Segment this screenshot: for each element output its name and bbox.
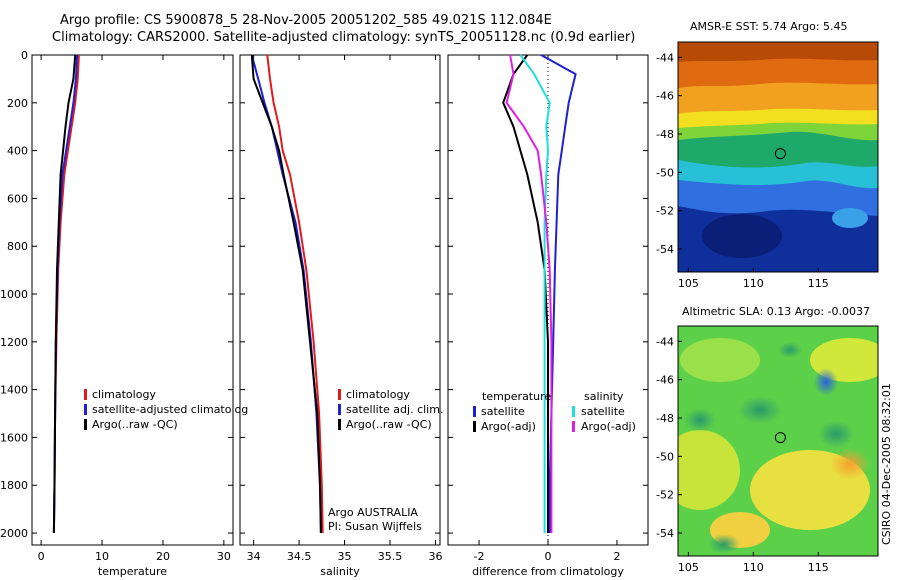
temperature-axes-frame bbox=[31, 54, 234, 546]
depth-tick-label: 1600 bbox=[0, 431, 28, 444]
difference-xtick-label: 0 bbox=[545, 550, 552, 563]
temperature-legend-label: satellite-adjusted climatolog bbox=[92, 403, 248, 416]
sst-map bbox=[678, 42, 878, 272]
sla_map-ytick-label: -48 bbox=[656, 412, 674, 425]
sla_map-ytick-label: -52 bbox=[656, 489, 674, 502]
salinity-legend-swatch bbox=[338, 389, 341, 400]
temperature-legend-label: climatology bbox=[92, 388, 156, 401]
depth-tick-label: 200 bbox=[7, 97, 28, 110]
temperature-xtick-label: 20 bbox=[156, 550, 170, 563]
temperature-xtick-label: 10 bbox=[95, 550, 109, 563]
depth-tick-label: 1200 bbox=[0, 336, 28, 349]
temperature-legend-swatch bbox=[84, 404, 87, 415]
salinity-xtick-label: 36 bbox=[428, 550, 442, 563]
salinity-legend-label: climatology bbox=[346, 388, 410, 401]
difference-xtick-label: 2 bbox=[613, 550, 620, 563]
sla_map-ytick-label: -50 bbox=[656, 450, 674, 463]
temperature-xtick-label: 0 bbox=[38, 550, 45, 563]
difference-series-sal_argo bbox=[505, 54, 553, 533]
salinity-annotation: PI: Susan Wijffels bbox=[328, 520, 422, 533]
diff-legend-swatch bbox=[473, 421, 476, 432]
sst_map-frame bbox=[677, 41, 879, 273]
salinity-xtick-label: 35.5 bbox=[378, 550, 403, 563]
salinity-xlabel: salinity bbox=[320, 565, 360, 578]
depth-tick-label: 1000 bbox=[0, 288, 28, 301]
temperature-legend-swatch bbox=[84, 419, 87, 430]
depth-tick-label: 600 bbox=[7, 192, 28, 205]
sla_map-xtick-label: 105 bbox=[678, 561, 699, 574]
diff-legend-temperature-title: temperature bbox=[482, 390, 551, 403]
depth-tick-label: 1800 bbox=[0, 479, 28, 492]
salinity-xtick-label: 34.5 bbox=[287, 550, 312, 563]
sla_map-ytick-label: -44 bbox=[656, 335, 674, 348]
temperature-xtick-label: 30 bbox=[217, 550, 231, 563]
sla_map-argo-location-marker bbox=[774, 432, 786, 444]
difference-xlabel: difference from climatology bbox=[472, 565, 624, 578]
sst_map-ytick-label: -54 bbox=[656, 243, 674, 256]
sla_map-frame bbox=[677, 325, 879, 557]
salinity-annotation: Argo AUSTRALIA bbox=[328, 506, 418, 519]
salinity-series-satellite bbox=[250, 54, 322, 534]
diff-legend-salinity-title: salinity bbox=[584, 390, 624, 403]
sst-map-title: AMSR-E SST: 5.74 Argo: 5.45 bbox=[690, 20, 848, 33]
sla_map-ytick-label: -54 bbox=[656, 527, 674, 540]
salinity-legend-label: satellite adj. clim. bbox=[346, 403, 443, 416]
salinity-axes-frame bbox=[239, 54, 441, 546]
temperature-legend-swatch bbox=[84, 389, 87, 400]
diff-legend-label: Argo(-adj) bbox=[581, 420, 636, 433]
sst_map-ytick-label: -44 bbox=[656, 51, 674, 64]
depth-tick-label: 1400 bbox=[0, 384, 28, 397]
difference-xtick-label: -2 bbox=[474, 550, 485, 563]
sst_map-xtick-label: 110 bbox=[743, 277, 764, 290]
difference-series-temp_argo bbox=[502, 54, 549, 533]
sla_map-ytick-label: -46 bbox=[656, 374, 674, 387]
sla_map-xtick-label: 115 bbox=[808, 561, 829, 574]
salinity-legend-swatch bbox=[338, 419, 341, 430]
sst_map-ytick-label: -52 bbox=[656, 205, 674, 218]
diff-legend-label: satellite bbox=[481, 405, 525, 418]
salinity-xtick-label: 35 bbox=[338, 550, 352, 563]
sst_map-argo-location-marker bbox=[774, 148, 786, 160]
sst_map-xtick-label: 115 bbox=[808, 277, 829, 290]
diff-legend-swatch bbox=[572, 406, 575, 417]
salinity-legend-label: Argo(..raw -QC) bbox=[346, 418, 432, 431]
diff-legend-swatch bbox=[473, 406, 476, 417]
salinity-xtick-label: 34 bbox=[247, 550, 261, 563]
sst_map-xtick-label: 105 bbox=[678, 277, 699, 290]
temperature-legend-label: Argo(..raw -QC) bbox=[92, 418, 178, 431]
diff-legend-label: Argo(-adj) bbox=[481, 420, 536, 433]
sst_map-ytick-label: -50 bbox=[656, 166, 674, 179]
depth-tick-label: 2000 bbox=[0, 527, 28, 540]
salinity-legend-swatch bbox=[338, 404, 341, 415]
chart-title-line-2: Climatology: CARS2000. Satellite-adjuste… bbox=[52, 30, 636, 45]
sst_map-ytick-label: -46 bbox=[656, 90, 674, 103]
sla-map bbox=[678, 326, 878, 556]
sla_map-xtick-label: 110 bbox=[743, 561, 764, 574]
difference-series-sal_satellite bbox=[519, 54, 551, 533]
salinity-series-argo bbox=[250, 54, 322, 534]
diff-legend-swatch bbox=[572, 421, 575, 432]
temperature-series-argo bbox=[52, 54, 77, 534]
sst_map-ytick-label: -48 bbox=[656, 128, 674, 141]
diff-legend-label: satellite bbox=[581, 405, 625, 418]
depth-tick-label: 0 bbox=[21, 49, 28, 62]
depth-tick-label: 400 bbox=[7, 145, 28, 158]
depth-tick-label: 800 bbox=[7, 240, 28, 253]
sla-map-title: Altimetric SLA: 0.13 Argo: -0.0037 bbox=[682, 305, 870, 318]
temperature-xlabel: temperature bbox=[98, 565, 167, 578]
chart-title-line-1: Argo profile: CS 5900878_5 28-Nov-2005 2… bbox=[60, 13, 552, 28]
salinity-series-climatology bbox=[266, 54, 324, 534]
